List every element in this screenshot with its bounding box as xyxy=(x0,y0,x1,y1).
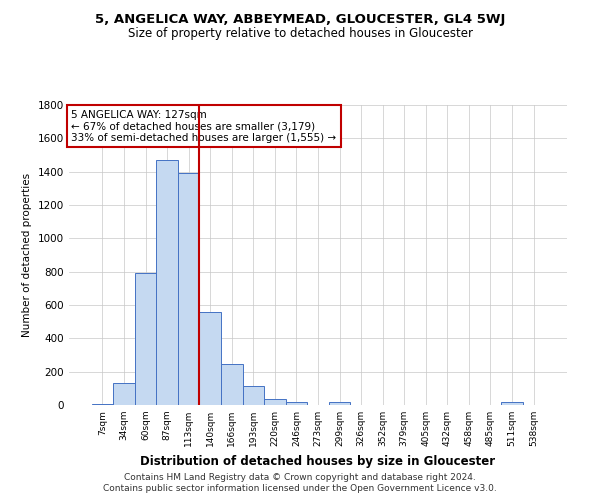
Bar xyxy=(221,364,242,405)
Bar xyxy=(178,174,199,405)
Bar xyxy=(501,402,523,405)
Bar xyxy=(157,160,178,405)
Text: 5, ANGELICA WAY, ABBEYMEAD, GLOUCESTER, GL4 5WJ: 5, ANGELICA WAY, ABBEYMEAD, GLOUCESTER, … xyxy=(95,12,505,26)
Bar xyxy=(329,402,350,405)
X-axis label: Distribution of detached houses by size in Gloucester: Distribution of detached houses by size … xyxy=(140,454,496,468)
Text: Contains HM Land Registry data © Crown copyright and database right 2024.: Contains HM Land Registry data © Crown c… xyxy=(124,472,476,482)
Bar xyxy=(113,384,135,405)
Text: Size of property relative to detached houses in Gloucester: Size of property relative to detached ho… xyxy=(128,28,473,40)
Bar xyxy=(92,404,113,405)
Text: Contains public sector information licensed under the Open Government Licence v3: Contains public sector information licen… xyxy=(103,484,497,493)
Bar xyxy=(135,274,157,405)
Text: 5 ANGELICA WAY: 127sqm
← 67% of detached houses are smaller (3,179)
33% of semi-: 5 ANGELICA WAY: 127sqm ← 67% of detached… xyxy=(71,110,337,142)
Bar xyxy=(264,399,286,405)
Y-axis label: Number of detached properties: Number of detached properties xyxy=(22,173,32,337)
Bar xyxy=(286,402,307,405)
Bar xyxy=(199,312,221,405)
Bar xyxy=(242,386,264,405)
